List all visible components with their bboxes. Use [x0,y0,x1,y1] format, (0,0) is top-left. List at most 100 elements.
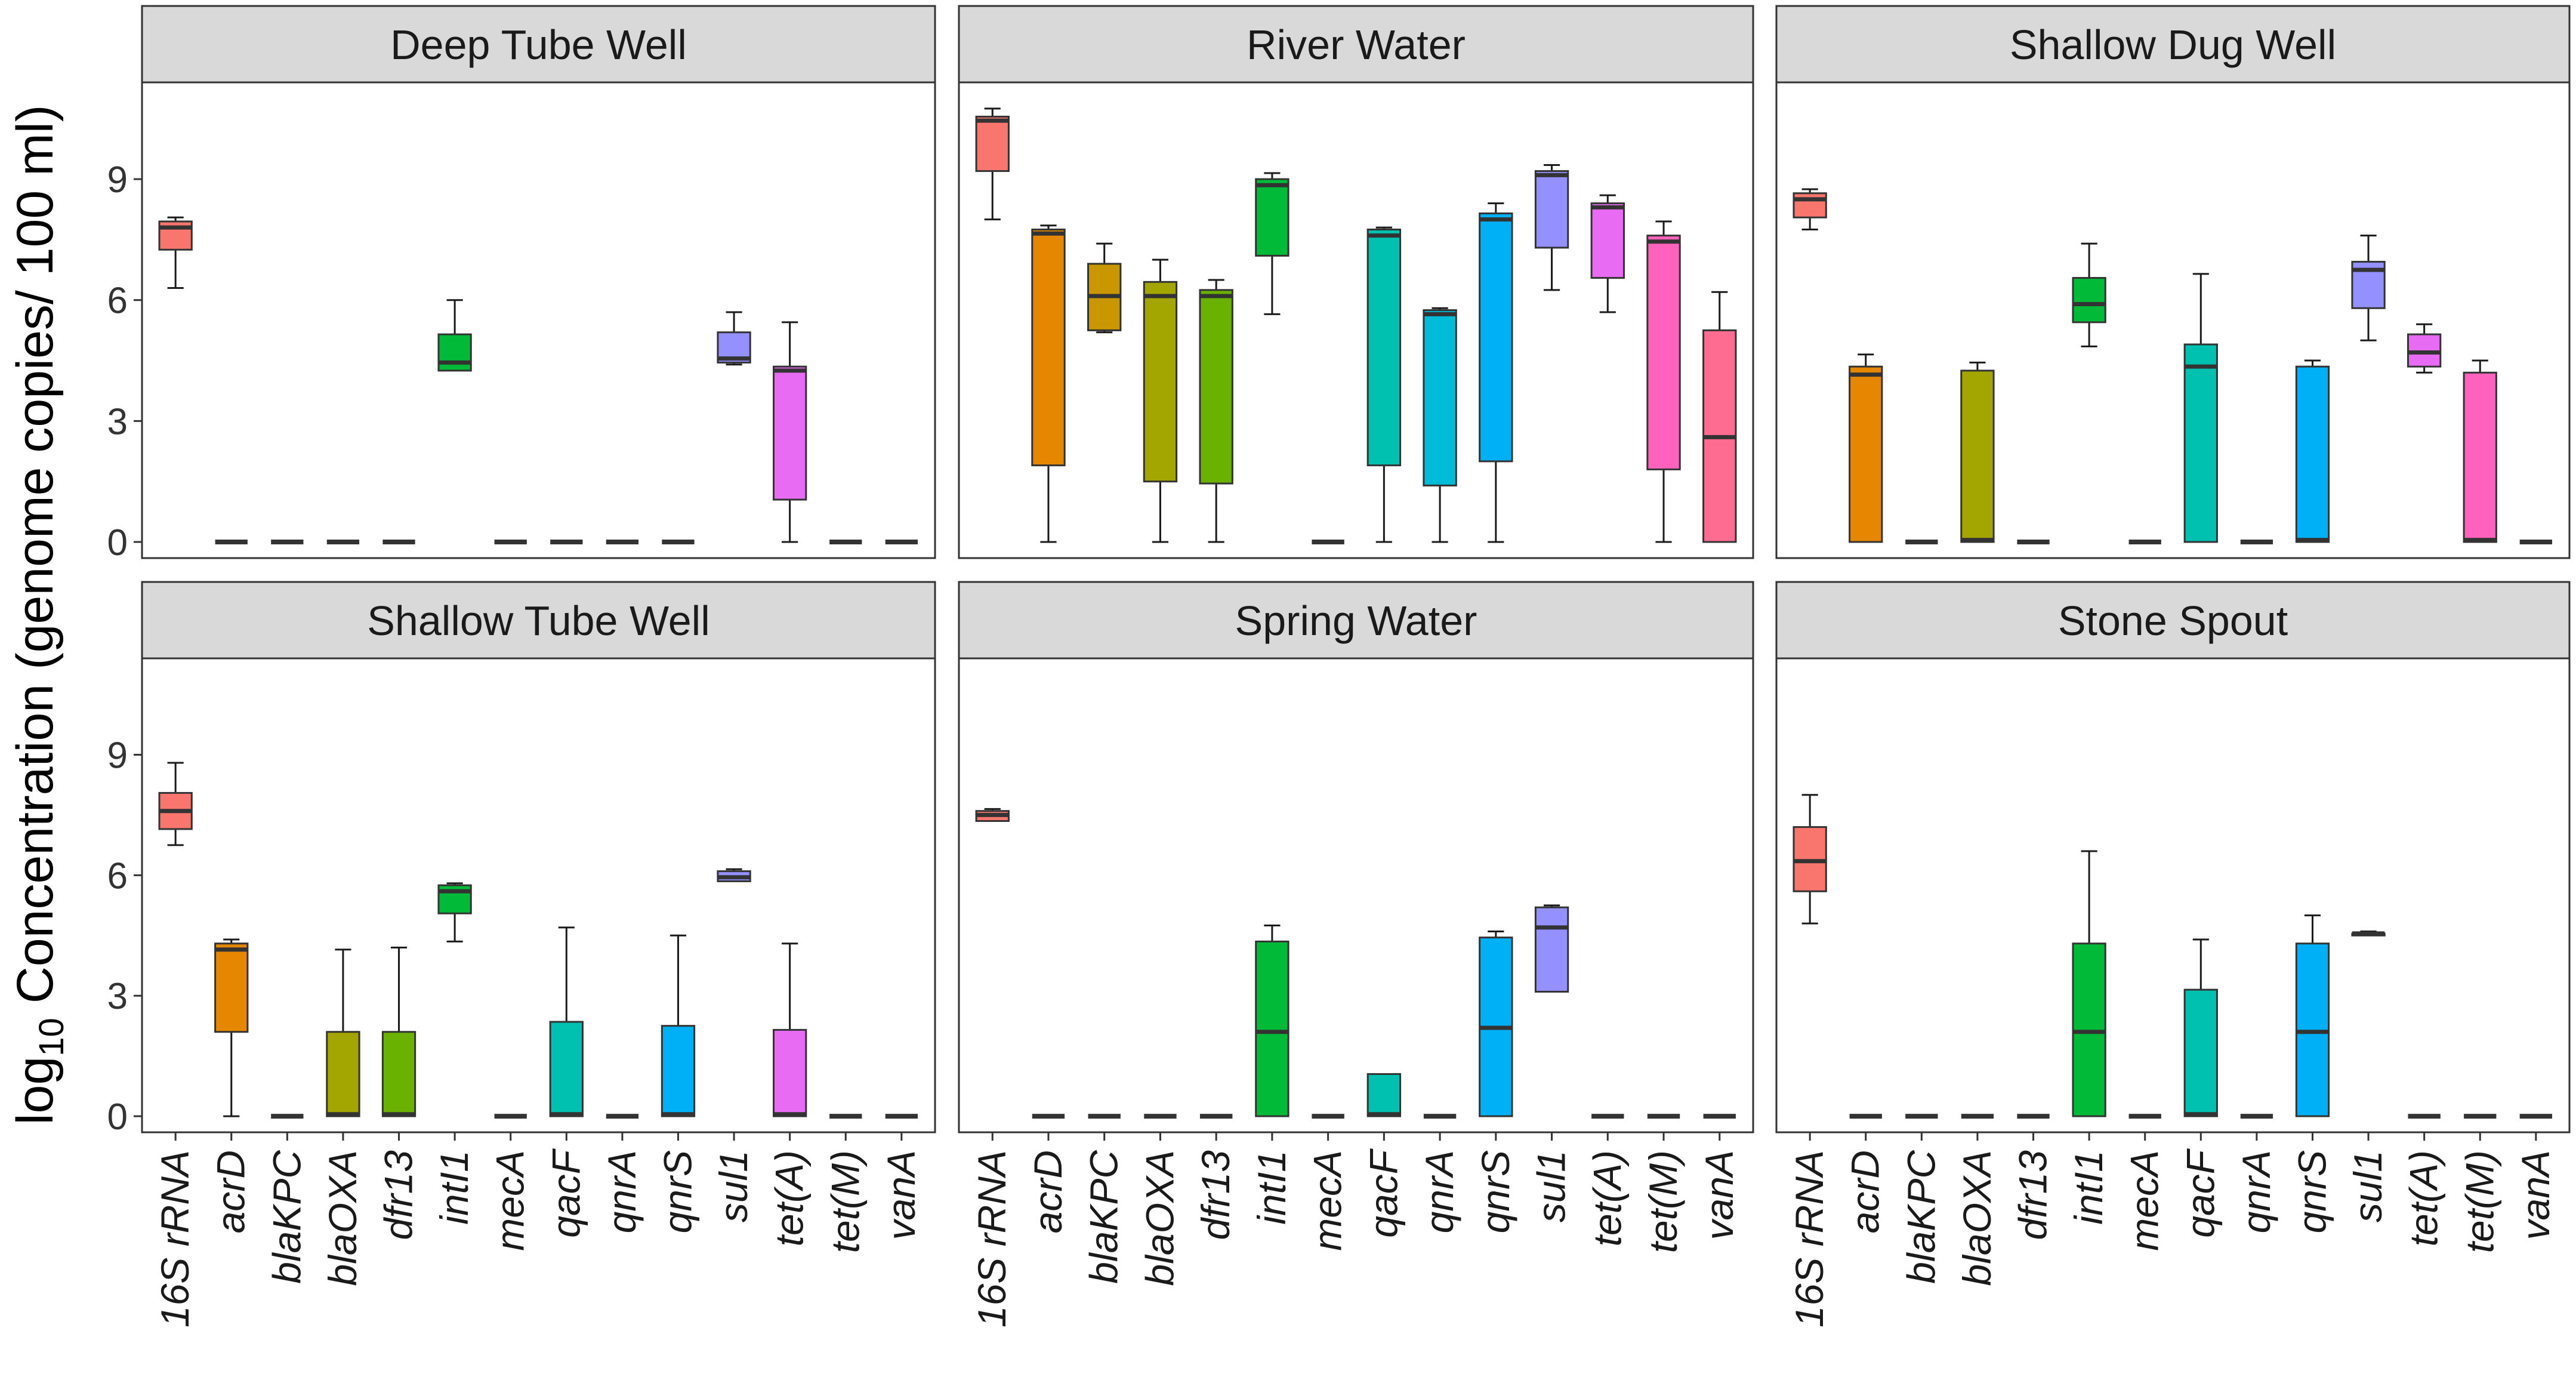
box-spring-water-qacf [1366,1073,1402,1117]
x-tick-label-qacf: qacF [544,1148,588,1237]
y-tick-label: 9 [107,159,128,201]
x-tick-label-sul1: sul1 [1529,1150,1574,1222]
box-river-water-inti1 [1255,172,1289,315]
x-tick-label-blaoxa: blaOXA [1955,1150,1999,1286]
x-tick-label-tet-a: tet(A) [2402,1150,2446,1246]
x-tick-label-16s-rrna: 16S rRNA [153,1150,197,1327]
y-tick-label: 3 [107,401,128,442]
box-shallow-tube-well-inti1 [437,882,472,942]
x-tick-label-acrd: acrD [1843,1150,1887,1233]
iqr-box [1143,281,1178,483]
y-axis-title-prefix: log [7,1056,64,1125]
iqr-box [2183,343,2218,543]
box-shallow-dug-well-acrd [1849,353,1883,543]
box-shallow-dug-well-inti1 [2072,242,2106,347]
x-tick-label-qnra: qnrA [600,1150,644,1233]
iqr-box [2295,365,2330,543]
box-river-water-blakpc [1087,242,1122,334]
box-stone-spout-inti1 [2072,850,2106,1117]
box-shallow-dug-well-blaoxa [1960,361,1995,543]
box-river-water-blaoxa [1143,258,1178,543]
box-river-water-tet-a [1590,194,1625,313]
x-tick-label-qnrs: qnrS [1473,1150,1517,1233]
x-tick-label-blakpc: blaKPC [264,1150,308,1284]
iqr-box [1255,178,1289,257]
y-tick-label: 3 [107,976,128,1017]
box-shallow-dug-well-sul1 [2351,235,2386,341]
box-river-water-dfr13 [1199,279,1233,543]
plot-area-spring-water [958,657,1754,1133]
iqr-box [1793,192,1827,218]
box-shallow-tube-well-tet-a [773,942,807,1117]
facet-title-spring-water: Spring Water [1235,597,1477,644]
x-tick-label-tet-m: tet(M) [823,1150,867,1253]
facet-title-river-water: River Water [1247,21,1466,68]
box-shallow-tube-well-qacf [549,926,584,1117]
iqr-box [1366,1073,1402,1117]
facet-title-shallow-tube-well: Shallow Tube Well [367,597,710,644]
x-tick-label-meca: mecA [1306,1150,1350,1251]
x-tick-label-blakpc: blaKPC [1899,1150,1943,1284]
x-tick-label-blakpc: blaKPC [1082,1150,1126,1284]
box-shallow-tube-well-acrd [214,938,249,1117]
plot-area-shallow-tube-well [141,657,936,1133]
box-stone-spout-sul1 [2351,931,2386,937]
plot-area-river-water [958,81,1754,559]
x-tick-label-16s-rrna: 16S rRNA [1787,1150,1831,1327]
facet-strip-river-water [958,5,1754,84]
box-shallow-tube-well-blaoxa [326,948,360,1117]
iqr-box [1849,365,1883,543]
panel-spring-water: Spring Water 16S rRNA acrD blaKPC blaOXA dfr1… [958,581,1754,1327]
iqr-box [1423,309,1457,486]
iqr-box [437,333,472,372]
plot-area-deep-tube-well [141,81,936,559]
box-deep-tube-well-tet-a [773,321,807,543]
iqr-box [1479,212,1513,463]
x-tick-label-blaoxa: blaOXA [320,1150,365,1286]
x-tick-label-inti1: intI1 [1250,1150,1294,1225]
box-river-water-qacf [1366,226,1402,543]
x-tick-label-vana: vanA [1697,1150,1741,1240]
y-axis-title-text: Concentration (genome copies/ 100 ml) [7,105,64,1018]
box-shallow-tube-well-dfr13 [381,946,417,1117]
x-tick-label-tet-m: tet(M) [2457,1150,2501,1253]
x-tick-label-acrd: acrD [209,1150,253,1233]
y-tick-label: 0 [107,1096,128,1138]
box-deep-tube-well-sul1 [717,311,751,366]
iqr-box [773,365,807,501]
box-stone-spout-qacf [2183,938,2218,1117]
box-river-water-qnrs [1479,202,1513,543]
iqr-box [661,1025,696,1117]
y-tick-label: 9 [107,735,128,776]
box-spring-water-16s-rrna [975,808,1010,822]
x-tick-label-qnra: qnrA [1417,1150,1461,1233]
x-tick-label-16s-rrna: 16S rRNA [970,1150,1014,1327]
box-stone-spout-qnrs [2295,914,2330,1117]
box-deep-tube-well-16s-rrna [158,216,193,289]
iqr-box [975,115,1010,172]
x-tick-label-vana: vanA [2513,1150,2558,1240]
box-shallow-dug-well-qnrs [2295,359,2330,543]
iqr-box [1590,202,1625,279]
box-river-water-sul1 [1534,164,1569,291]
iqr-box [773,1028,807,1117]
facet-strip-spring-water [958,581,1754,660]
y-tick-label: 0 [107,522,128,563]
box-river-water-acrd [1031,224,1066,543]
facet-strip-stone-spout [1775,581,2571,660]
panel-shallow-dug-well: Shallow Dug Well [1775,5,2571,559]
facet-title-deep-tube-well: Deep Tube Well [390,21,687,68]
box-shallow-dug-well-16s-rrna [1793,188,1827,231]
panel-river-water: River Water [958,5,1754,559]
x-tick-label-vana: vanA [879,1150,923,1240]
x-tick-label-blaoxa: blaOXA [1137,1150,1181,1286]
plot-area-stone-spout [1775,657,2571,1133]
box-spring-water-sul1 [1534,904,1569,993]
box-shallow-dug-well-tet-m [2463,359,2497,543]
y-tick-label: 6 [107,855,128,897]
iqr-box [2183,988,2218,1117]
x-tick-label-inti1: intI1 [432,1150,476,1225]
iqr-box [1534,170,1569,249]
